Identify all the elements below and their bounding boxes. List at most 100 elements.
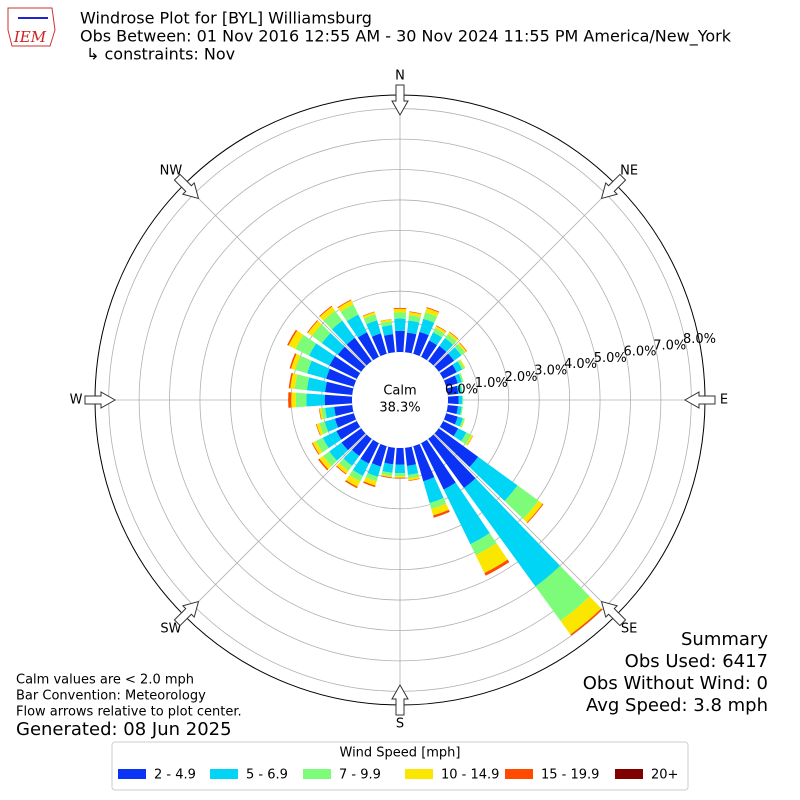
- legend: 2 - 4.9 5 - 6.9 7 - 9.9 10 - 14.9 15 - 19.9 2…: [118, 768, 678, 783]
- bar-segment: [295, 334, 317, 356]
- bar-segment: [526, 503, 544, 524]
- bar-segment: [306, 393, 325, 407]
- bar-segment: [456, 384, 462, 394]
- bar-segment: [337, 346, 366, 372]
- bar-segment: [570, 608, 603, 636]
- bar-segment: [336, 465, 347, 475]
- bar-segment: [384, 446, 395, 465]
- bar-segment: [394, 473, 406, 477]
- bar-segment: [394, 318, 406, 331]
- bar-segment: [408, 476, 420, 481]
- bar-segment: [459, 418, 465, 428]
- legend-swatch: [405, 769, 433, 779]
- radial-tick-label: 2.0%: [504, 370, 537, 385]
- subtitle: ↳ constraints: Nov: [86, 45, 235, 64]
- bar-segment: [336, 462, 349, 474]
- summary: Summary: [681, 629, 768, 650]
- bar-segment: [362, 311, 375, 317]
- bar-segment: [458, 373, 464, 383]
- bar-segment: [405, 446, 417, 466]
- bar-segment: [504, 485, 539, 519]
- bar-segment: [319, 305, 333, 317]
- bar-segment: [484, 559, 510, 576]
- title: Windrose Plot for [BYL] Williamsburg: [80, 9, 372, 28]
- compass-label: NW: [160, 163, 183, 178]
- calm-value: 38.3%: [379, 401, 420, 416]
- bar-segment: [380, 321, 393, 327]
- legend-label: 20+: [651, 768, 678, 783]
- legend-label: 7 - 9.9: [339, 768, 381, 783]
- bar-segment: [443, 482, 490, 545]
- bar-segment: [382, 462, 394, 473]
- bar-segment: [393, 312, 407, 319]
- bar-segment: [460, 373, 464, 382]
- compass-label: NE: [620, 163, 638, 178]
- bar-segment: [459, 342, 468, 352]
- bar-segment: [381, 325, 394, 336]
- legend-label: 5 - 6.9: [246, 768, 288, 783]
- bar-segment: [307, 360, 330, 379]
- bar-segment: [339, 458, 353, 471]
- bar-segment: [321, 332, 345, 355]
- bar-segment: [439, 421, 459, 437]
- summary: Obs Used: 6417: [625, 651, 768, 672]
- bar-segment: [294, 374, 310, 391]
- bar-segment: [395, 330, 405, 353]
- legend-box: [111, 741, 689, 791]
- bar-segment: [329, 356, 361, 379]
- bar-segment: [439, 364, 457, 379]
- bar-segment: [345, 480, 358, 489]
- bar-segment: [363, 477, 377, 486]
- subtitle: Obs Between: 01 Nov 2016 12:55 AM - 30 N…: [80, 27, 732, 47]
- bar-segment: [371, 333, 387, 357]
- grid-spoke: [433, 184, 616, 367]
- bar-segment: [535, 565, 590, 621]
- bar-segment: [467, 435, 474, 446]
- bar-segment: [312, 441, 323, 455]
- bar-segment: [288, 392, 292, 408]
- bar-segment: [433, 509, 450, 518]
- radial-tick-label: 0.0%: [445, 383, 478, 398]
- bar-segment: [439, 338, 454, 352]
- bar-segment: [290, 373, 298, 389]
- bar-segment: [311, 324, 331, 344]
- bar-segment: [425, 307, 439, 317]
- bar-segment: [443, 413, 458, 425]
- legend-title: Wind Speed [mph]: [340, 746, 461, 761]
- generated: Generated: 08 Jun 2025: [16, 719, 232, 740]
- bar-segment: [325, 406, 336, 419]
- polar-plot: Calm 38.3% 0.0%1.0%2.0%3.0%4.0%5.0%6.0%7.0…: [70, 69, 729, 732]
- bar-segment: [315, 437, 329, 453]
- legend-label: 10 - 14.9: [441, 768, 499, 783]
- bar-segment: [325, 381, 354, 395]
- bar-segment: [428, 345, 447, 366]
- summary: Avg Speed: 3.8 mph: [586, 695, 768, 716]
- logo-text: IEM: [13, 28, 47, 46]
- bar-segment: [460, 406, 463, 416]
- bar-segment: [454, 373, 462, 384]
- bar-segment: [345, 475, 361, 487]
- bar-segment: [329, 442, 348, 461]
- bar-segment: [436, 325, 447, 332]
- bar-segment: [560, 596, 602, 635]
- bar-segment: [288, 330, 304, 349]
- bar-segment: [288, 372, 293, 389]
- legend-swatch: [210, 769, 238, 779]
- bar-segment: [341, 428, 366, 451]
- bar-segment: [446, 385, 459, 395]
- flow-arrow: [173, 173, 200, 200]
- bar-segment: [523, 500, 543, 523]
- calm-circle: [352, 352, 448, 448]
- flow-arrow: [391, 683, 409, 716]
- bar-segment: [394, 464, 406, 474]
- bar-segment: [431, 503, 449, 516]
- bar-segment: [429, 498, 447, 509]
- bar-segment: [453, 428, 467, 442]
- bar-segment: [363, 481, 376, 488]
- bar-segment: [457, 342, 467, 353]
- bar-segment: [458, 395, 463, 405]
- bar-segment: [321, 407, 327, 420]
- bar-segment: [448, 347, 462, 361]
- bar-segment: [408, 312, 422, 318]
